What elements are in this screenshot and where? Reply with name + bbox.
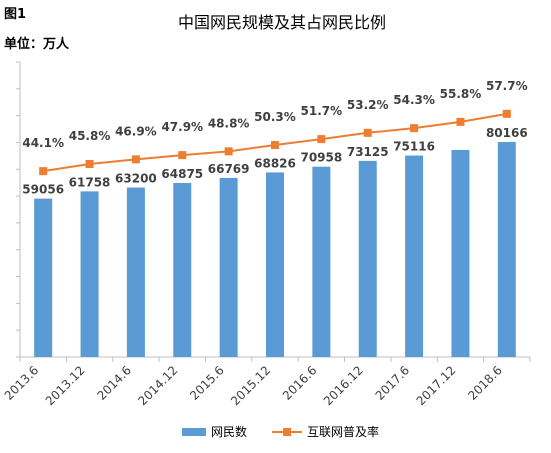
- line-layer: [39, 109, 511, 176]
- line-value-label: 44.1%: [22, 136, 64, 150]
- bar-2017.6: [405, 155, 424, 357]
- line-value-label: 47.9%: [161, 120, 203, 134]
- x-tick-label: 2016.6: [280, 363, 320, 403]
- legend-bar-label: 网民数: [211, 424, 247, 439]
- line-point-2014.6: [131, 155, 140, 164]
- bar-2014.12: [173, 183, 192, 357]
- bar-value-label: 80166: [486, 126, 528, 140]
- x-tick-label: 2013.12: [43, 363, 88, 408]
- bar-value-label: 64875: [161, 167, 203, 181]
- chart-title: 中国网民规模及其占网民比例: [178, 13, 386, 32]
- x-tick-label: 2017.6: [373, 363, 413, 403]
- line-point-2014.12: [178, 151, 187, 160]
- line-point-2015.6: [224, 147, 233, 156]
- legend-bar-swatch: [182, 428, 206, 436]
- line-value-label: 45.8%: [69, 129, 111, 143]
- bar-value-label: 70958: [300, 151, 342, 165]
- line-point-2013.12: [85, 159, 94, 168]
- line-point-2016.6: [317, 135, 326, 144]
- line-point-2017.6: [410, 124, 419, 133]
- legend: 网民数 互联网普及率: [182, 424, 379, 439]
- line-point-2018.6: [502, 109, 511, 118]
- bar-2017.12: [451, 149, 470, 357]
- bar-value-label: 66769: [208, 162, 250, 176]
- line-value-label: 51.7%: [301, 104, 343, 118]
- line-point-2013.6: [39, 167, 48, 176]
- bar-2015.6: [219, 177, 238, 357]
- bar-value-label: 61758: [69, 175, 111, 189]
- bar-2018.6: [497, 142, 516, 357]
- bar-2014.6: [126, 187, 145, 357]
- bar-2016.6: [312, 166, 331, 357]
- bar-value-label: 63200: [115, 172, 157, 186]
- bar-value-label: 75116: [393, 140, 435, 154]
- line-value-label: 57.7%: [486, 79, 528, 93]
- bar-value-label: 59056: [22, 183, 64, 197]
- legend-line-label: 互联网普及率: [307, 424, 379, 439]
- x-tick-label: 2014.6: [94, 363, 134, 403]
- line-value-label: 50.3%: [254, 110, 296, 124]
- line-value-label: 48.8%: [208, 116, 250, 130]
- x-tick-label: 2016.12: [321, 363, 366, 408]
- line-value-label: 53.2%: [347, 98, 389, 112]
- x-tick-label: 2014.12: [135, 363, 180, 408]
- unit-label: 单位：万人: [4, 36, 70, 52]
- axis-layer: [16, 61, 531, 362]
- line-point-2017.12: [456, 117, 465, 126]
- bar-2015.12: [266, 172, 284, 357]
- x-tick-label: 2018.6: [465, 363, 505, 403]
- line-point-2016.12: [363, 128, 372, 137]
- x-tick-label: 2015.12: [228, 363, 273, 408]
- bar-2013.12: [80, 191, 99, 357]
- x-tick-label: 2013.6: [2, 363, 42, 403]
- line-value-label: 54.3%: [393, 93, 435, 107]
- line-point-2015.12: [271, 141, 279, 150]
- x-tick-label: 2015.6: [187, 363, 227, 403]
- bar-2016.12: [358, 160, 377, 357]
- legend-line-marker: [283, 428, 291, 436]
- bar-2013.6: [34, 198, 53, 357]
- line-value-label: 46.9%: [115, 124, 157, 138]
- bar-value-label: 68826: [254, 156, 296, 170]
- figure-label: 图1: [4, 7, 26, 22]
- bar-layer: [34, 142, 516, 357]
- bar-value-label: 73125: [347, 145, 389, 159]
- x-tick-label: 2017.12: [414, 363, 459, 408]
- line-value-label: 55.8%: [440, 87, 482, 101]
